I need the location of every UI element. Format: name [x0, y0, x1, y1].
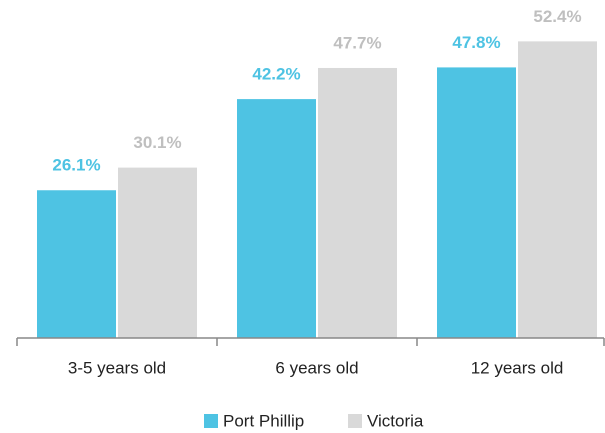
legend-label: Port Phillip: [223, 411, 304, 430]
value-label: 47.8%: [452, 33, 500, 52]
bar: [318, 67, 397, 339]
x-tick-label: 12 years old: [471, 358, 564, 377]
bar: [518, 41, 597, 339]
x-tick-label: 6 years old: [275, 358, 358, 377]
legend-label: Victoria: [367, 411, 424, 430]
x-tick-label: 3-5 years old: [68, 358, 166, 377]
bar: [237, 99, 316, 338]
bar: [37, 190, 116, 338]
legend-swatch: [348, 414, 362, 428]
legend-swatch: [204, 414, 218, 428]
bar: [118, 167, 197, 338]
value-label: 26.1%: [52, 156, 100, 175]
bar: [437, 67, 516, 339]
value-label: 42.2%: [252, 65, 300, 84]
value-label: 30.1%: [133, 133, 181, 152]
value-label: 47.7%: [333, 33, 381, 52]
value-label: 52.4%: [533, 7, 581, 26]
